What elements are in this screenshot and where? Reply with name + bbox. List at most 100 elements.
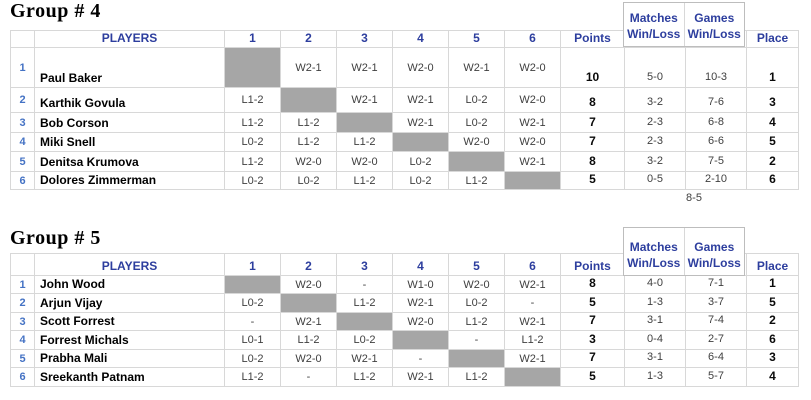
result-cell: L0-1 — [224, 330, 281, 350]
result-cell: L1-2 — [280, 132, 337, 152]
player-name-cell: Prabha Mali — [34, 349, 225, 368]
result-cell: L0-2 — [224, 132, 281, 152]
games-header-label: Games — [694, 11, 735, 25]
players-header: PLAYERS — [34, 30, 225, 48]
points-cell: 7 — [560, 312, 625, 331]
player-name-cell: Karthik Govula — [34, 87, 225, 113]
player-name-cell: John Wood — [34, 275, 225, 294]
result-cell: - — [224, 312, 281, 331]
matches-header-label: Matches — [629, 240, 678, 254]
player-row: 5 Prabha Mali L0-2 W2-0 W2-1- W2-1 7 3-1 6-4 3 — [10, 349, 799, 368]
row-number-cell: 3 — [10, 312, 35, 331]
group-title: Group # 4 — [10, 0, 101, 22]
row-number-cell: 4 — [10, 330, 35, 350]
games-winloss-header: Games Win/Loss — [683, 228, 745, 275]
player-name-cell: Scott Forrest — [34, 312, 225, 331]
result-cell: W2-1 — [392, 87, 449, 113]
points-cell: 3 — [560, 330, 625, 350]
result-cell: L1-2 — [224, 151, 281, 172]
self-match-cell — [280, 293, 337, 313]
self-match-cell — [392, 330, 449, 350]
games-winloss-header: Games Win/Loss — [683, 3, 745, 46]
result-cell: W2-0 — [448, 132, 505, 152]
points-cell: 8 — [560, 275, 625, 294]
player-name-cell: Forrest Michals — [34, 330, 225, 350]
games-winloss-cell: 7-1 — [685, 275, 747, 294]
player-name-cell: Paul Baker — [34, 47, 225, 88]
matches-winloss-cell: 1-3 — [624, 293, 686, 313]
round-5-header: 5 — [448, 30, 505, 48]
result-cell: L0-2 — [448, 87, 505, 113]
place-header: Place — [746, 30, 799, 48]
player-row: 6 Dolores Zimmerman L0-2 L0-2 L1-2 L0-2 L1-2 5 0… — [10, 171, 799, 190]
player-name-cell: Arjun Vijay — [34, 293, 225, 313]
result-cell: L1-2 — [224, 87, 281, 113]
row-number-cell: 5 — [10, 349, 35, 368]
round-1-header: 1 — [224, 253, 281, 276]
group-5-rows: 1 John Wood W2-0- W1-0 W2-0 W2-1 8 4-0 7-1 1 2 Arju… — [10, 275, 799, 387]
points-cell: 5 — [560, 171, 625, 190]
points-header: Points — [560, 253, 625, 276]
result-cell: W2-1 — [280, 47, 337, 88]
result-cell: L0-2 — [280, 171, 337, 190]
games-winloss-cell: 6-6 — [685, 132, 747, 152]
place-cell: 3 — [746, 349, 799, 368]
matches-games-header-box: Matches Win/Loss Games Win/Loss — [623, 227, 745, 276]
place-cell: 2 — [746, 312, 799, 331]
games-winloss-cell: 7-6 — [685, 87, 747, 113]
points-cell: 5 — [560, 293, 625, 313]
result-cell: W2-0 — [336, 151, 393, 172]
result-cell: W2-1 — [336, 87, 393, 113]
player-row: 6 Sreekanth Patnam L1-2- L1-2 W2-1 L1-2 5 1-3 5-… — [10, 367, 799, 387]
result-cell: W2-1 — [336, 47, 393, 88]
result-cell: L0-2 — [448, 112, 505, 133]
place-cell: 6 — [746, 330, 799, 350]
player-row: 2 Arjun Vijay L0-2 L1-2 W2-1 L0-2-5 1-3 3-7 5 — [10, 293, 799, 313]
games-winloss-cell: 5-7 — [685, 367, 747, 387]
result-cell: W2-0 — [280, 151, 337, 172]
result-cell: L1-2 — [336, 293, 393, 313]
row-number-cell: 1 — [10, 47, 35, 88]
round-6-header: 6 — [504, 30, 561, 48]
result-cell: W2-1 — [504, 151, 561, 172]
result-cell: W2-1 — [504, 312, 561, 331]
header-row: PLAYERS 1 2 3 4 5 6 Points Place — [10, 30, 799, 48]
matches-winloss-cell: 1-3 — [624, 367, 686, 387]
player-row: 1 Paul Baker W2-1 W2-1 W2-0 W2-1 W2-0 10 5-0 10-3… — [10, 47, 799, 88]
player-row: 3 Bob Corson L1-2 L1-2 W2-1 L0-2 W2-1 7 2-3 6-8 4 — [10, 112, 799, 133]
player-row: 3 Scott Forrest - W2-1 W2-0 L1-2 W2-1 7 3-1 7-4 2 — [10, 312, 799, 331]
matches-winloss-label: Win/Loss — [627, 256, 681, 270]
result-cell: L1-2 — [336, 367, 393, 387]
games-winloss-cell: 6-8 — [685, 112, 747, 133]
result-cell: L1-2 — [224, 367, 281, 387]
round-2-header: 2 — [280, 253, 337, 276]
points-cell: 8 — [560, 151, 625, 172]
games-winloss-label: Win/Loss — [687, 27, 741, 41]
result-cell: - — [504, 293, 561, 313]
games-header-label: Games — [694, 240, 735, 254]
place-cell: 5 — [746, 293, 799, 313]
place-cell: 1 — [746, 275, 799, 294]
group-title: Group # 5 — [10, 227, 101, 249]
row-number-cell: 3 — [10, 112, 35, 133]
result-cell: W2-1 — [392, 367, 449, 387]
result-cell: - — [448, 330, 505, 350]
player-row: 1 John Wood W2-0- W1-0 W2-0 W2-1 8 4-0 7-1 1 — [10, 275, 799, 294]
games-winloss-cell: 6-4 — [685, 349, 747, 368]
games-winloss-cell: 10-3 — [685, 47, 747, 88]
result-cell: W2-1 — [280, 312, 337, 331]
games-winloss-cell: 7-4 — [685, 312, 747, 331]
self-match-cell — [224, 275, 281, 294]
result-cell: L1-2 — [336, 171, 393, 190]
self-match-cell — [504, 367, 561, 387]
round-1-header: 1 — [224, 30, 281, 48]
result-cell: L0-2 — [224, 171, 281, 190]
round-2-header: 2 — [280, 30, 337, 48]
self-match-cell — [336, 312, 393, 331]
matches-winloss-cell: 3-1 — [624, 312, 686, 331]
place-cell: 1 — [746, 47, 799, 88]
result-cell: L0-2 — [448, 293, 505, 313]
matches-winloss-header: Matches Win/Loss — [624, 3, 684, 46]
points-cell: 8 — [560, 87, 625, 113]
row-number-cell: 2 — [10, 293, 35, 313]
